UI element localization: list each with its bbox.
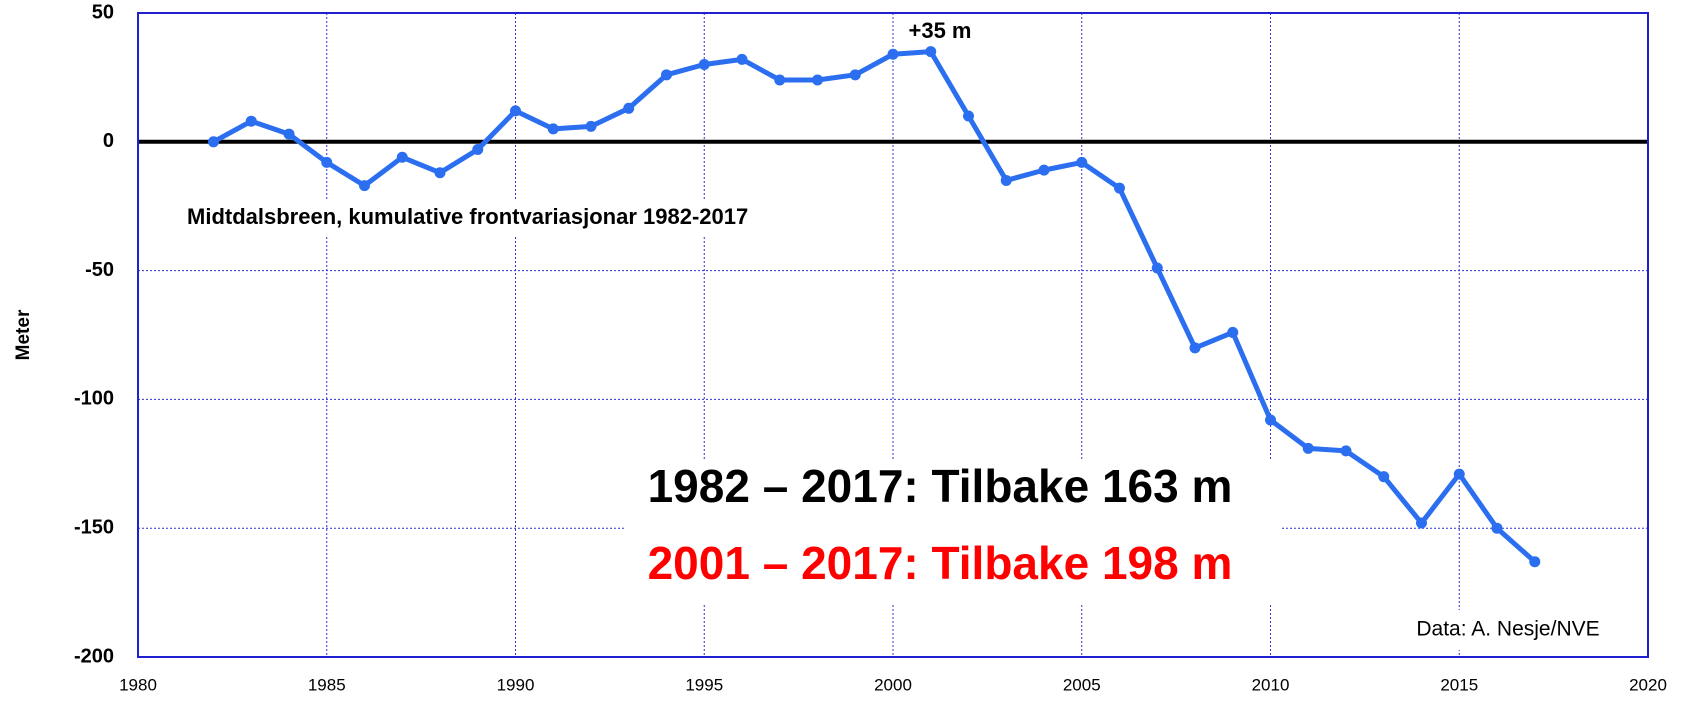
data-point <box>774 74 786 86</box>
annotation-bg <box>180 200 876 236</box>
data-point <box>1453 468 1465 480</box>
data-line <box>212 49 1537 564</box>
data-point <box>1114 182 1125 194</box>
data-point <box>925 46 937 58</box>
data-point <box>1265 414 1276 426</box>
data-point <box>1227 326 1239 338</box>
data-point <box>283 128 295 140</box>
y-tick-label: -100 <box>74 388 114 410</box>
data-point <box>472 144 484 156</box>
y-tick-label: 50 <box>92 1 114 23</box>
data-point <box>585 120 597 132</box>
x-tick-label: 1980 <box>119 675 157 694</box>
y-tick-label: -50 <box>85 259 114 281</box>
y-tick-label: -150 <box>74 516 114 538</box>
plot-frame <box>137 12 1649 658</box>
data-point <box>1000 174 1012 186</box>
data-point <box>1340 445 1352 457</box>
data-point <box>623 102 635 114</box>
y-tick-label: -200 <box>74 645 114 667</box>
annotation: 2001 – 2017: Tilbake 198 m <box>648 537 1233 589</box>
data-point <box>245 115 257 127</box>
x-tick-label: 2005 <box>1063 675 1101 694</box>
data-point <box>698 59 710 71</box>
y-axis-label: Meter <box>13 309 34 360</box>
data-point <box>849 69 861 81</box>
data-point <box>963 110 974 122</box>
annotation: +35 m <box>909 18 972 43</box>
annotation: 1982 – 2017: Tilbake 163 m <box>648 460 1233 512</box>
data-point <box>887 48 899 60</box>
x-tick-label: 1985 <box>308 675 346 694</box>
data-point <box>736 53 748 65</box>
y-tick-label: 0 <box>103 130 114 152</box>
x-tick-label: 1990 <box>497 675 535 694</box>
data-point <box>547 123 559 135</box>
data-point <box>1302 442 1314 454</box>
data-point <box>510 105 521 117</box>
x-tick-label: 2000 <box>874 675 912 694</box>
data-point <box>1416 517 1427 529</box>
data-point <box>434 167 446 179</box>
x-tick-label: 2020 <box>1629 675 1667 694</box>
data-point <box>661 69 672 81</box>
annotation-bg <box>1392 610 1646 650</box>
x-tick-label: 1995 <box>685 675 723 694</box>
annotation-bg <box>624 459 1280 605</box>
annotation: Data: A. Nesje/NVE <box>1416 618 1599 641</box>
data-point <box>1038 164 1050 176</box>
data-point <box>1076 156 1088 168</box>
data-point <box>812 74 823 86</box>
data-point <box>208 136 219 148</box>
annotation: Midtdalsbreen, kumulative frontvariasjon… <box>187 204 748 229</box>
data-point <box>1491 522 1503 534</box>
data-point <box>359 180 370 192</box>
x-tick-label: 2015 <box>1440 675 1478 694</box>
data-point <box>1529 556 1541 568</box>
data-point <box>396 151 408 163</box>
data-point <box>321 156 333 168</box>
data-point <box>1189 342 1201 354</box>
x-tick-label: 2010 <box>1252 675 1290 694</box>
data-point <box>1378 471 1390 483</box>
data-point <box>1151 262 1163 274</box>
